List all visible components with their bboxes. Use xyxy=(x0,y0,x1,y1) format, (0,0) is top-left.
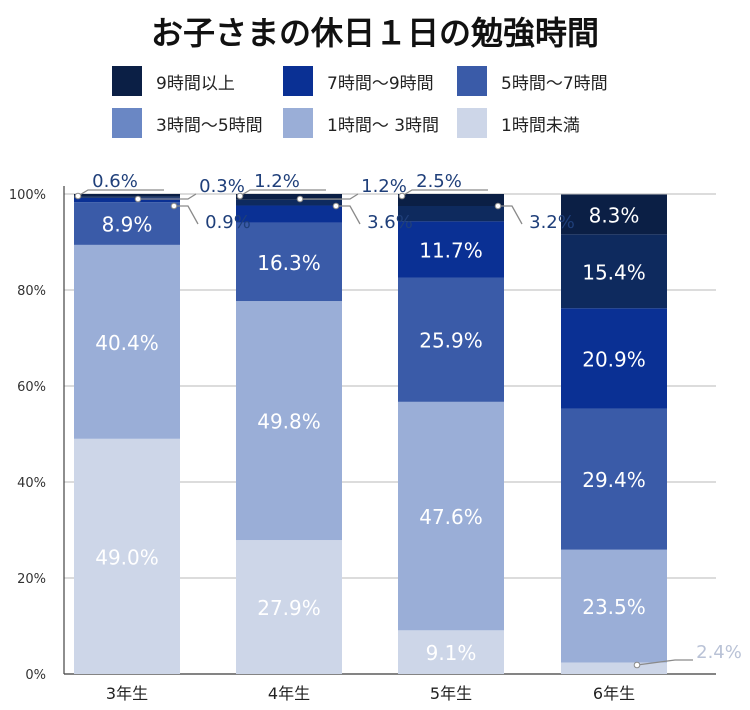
x-tick-label: 5年生 xyxy=(430,684,472,703)
bar-segment xyxy=(236,205,342,223)
callout-dot xyxy=(296,195,304,203)
legend-item: 3時間～5時間 xyxy=(112,108,263,138)
legend-item: 1時間未満 xyxy=(457,108,580,138)
legend: 9時間以上 7時間～9時間 5時間～7時間 3時間～5時間 1時間～ 3時間 1時間未満 xyxy=(0,0,750,150)
callout-label: 0.3% xyxy=(199,176,245,197)
data-label: 23.5% xyxy=(582,595,646,619)
callout-label: 3.2% xyxy=(529,212,575,233)
bar-segment xyxy=(236,222,342,302)
data-label: 20.9% xyxy=(582,347,646,371)
bar-segment xyxy=(74,202,180,245)
data-label: 25.9% xyxy=(419,329,483,353)
bar-segment xyxy=(561,662,667,674)
callout-dot xyxy=(332,202,340,210)
bar-segment xyxy=(74,196,180,198)
x-tick-label: 6年生 xyxy=(593,684,635,703)
bar-segment xyxy=(236,301,342,541)
bar-segment xyxy=(398,206,504,222)
callout-label: 1.2% xyxy=(361,176,407,197)
callout-leader xyxy=(77,189,164,197)
legend-swatch xyxy=(457,66,487,96)
callout-leader xyxy=(239,189,326,197)
callout-dot xyxy=(170,202,178,210)
bar-segment xyxy=(74,438,180,674)
y-tick-label: 20% xyxy=(17,572,46,587)
y-tick-label: 0% xyxy=(25,668,46,683)
callout-leader xyxy=(300,193,359,200)
callout-leader xyxy=(138,193,197,200)
data-label: 49.0% xyxy=(95,545,159,569)
callout-label: 1.2% xyxy=(254,171,300,192)
bar-segment xyxy=(398,194,504,206)
callout-leader xyxy=(336,205,361,225)
callout-label: 2.5% xyxy=(416,171,462,192)
data-label: 47.6% xyxy=(419,505,483,529)
y-tick-label: 100% xyxy=(9,188,46,203)
data-label: 40.4% xyxy=(95,331,159,355)
legend-item: 9時間以上 xyxy=(112,66,235,96)
bar-segment xyxy=(561,549,667,663)
callout-dot xyxy=(236,192,244,200)
bar-segment xyxy=(561,234,667,309)
y-tick-label: 80% xyxy=(17,284,46,299)
legend-swatch xyxy=(283,66,313,96)
legend-label: 7時間～9時間 xyxy=(327,73,434,94)
legend-item: 5時間～7時間 xyxy=(457,66,608,96)
data-label: 49.8% xyxy=(257,410,321,434)
callout-dot xyxy=(494,202,502,210)
legend-swatch xyxy=(457,108,487,138)
legend-label: 5時間～7時間 xyxy=(501,73,608,94)
callout-label: 0.9% xyxy=(205,212,251,233)
bar-segment xyxy=(398,401,504,631)
callout-dot xyxy=(74,192,82,200)
bar-segment xyxy=(561,194,667,235)
data-label: 27.9% xyxy=(257,596,321,620)
y-tick-label: 60% xyxy=(17,380,46,395)
legend-item: 7時間～9時間 xyxy=(283,66,434,96)
bar-segment xyxy=(398,221,504,278)
legend-label: 1時間未満 xyxy=(501,115,580,136)
bar-segment xyxy=(236,194,342,200)
callout-leader xyxy=(174,205,199,225)
callout-leader xyxy=(401,189,488,197)
data-label: 29.4% xyxy=(582,468,646,492)
callout-dot xyxy=(134,195,142,203)
chart-title: お子さまの休日１日の勉強時間 xyxy=(150,14,599,52)
callout-dot xyxy=(398,192,406,200)
legend-label: 3時間～5時間 xyxy=(156,115,263,136)
bar-segment xyxy=(561,308,667,409)
callout-leader xyxy=(636,659,693,666)
legend-swatch xyxy=(112,108,142,138)
callout-leader xyxy=(498,205,523,225)
legend-label: 1時間～ 3時間 xyxy=(327,115,440,136)
x-tick-label: 3年生 xyxy=(106,684,148,703)
bar-segment xyxy=(561,408,667,550)
data-label: 9.1% xyxy=(426,641,477,665)
legend-swatch xyxy=(112,66,142,96)
bar-segment xyxy=(398,630,504,674)
y-tick-label: 40% xyxy=(17,476,46,491)
data-label: 8.3% xyxy=(589,203,640,227)
legend-item: 1時間～ 3時間 xyxy=(283,108,439,138)
callout-label: 3.6% xyxy=(367,212,413,233)
callout-label: 0.6% xyxy=(92,171,138,192)
legend-label: 9時間以上 xyxy=(156,73,235,94)
x-tick-label: 4年生 xyxy=(268,684,310,703)
bar-segment xyxy=(74,244,180,439)
bar-segment xyxy=(398,277,504,402)
callout-dot xyxy=(633,661,641,669)
bar-segment xyxy=(236,199,342,206)
bar-segment xyxy=(74,194,180,197)
data-label: 15.4% xyxy=(582,260,646,284)
bar-segment xyxy=(236,540,342,674)
bar-segment xyxy=(74,197,180,203)
legend-swatch xyxy=(283,108,313,138)
data-label: 8.9% xyxy=(102,213,153,237)
data-label: 16.3% xyxy=(257,251,321,275)
callout-label: 2.4% xyxy=(696,642,742,663)
data-label: 11.7% xyxy=(419,238,483,262)
